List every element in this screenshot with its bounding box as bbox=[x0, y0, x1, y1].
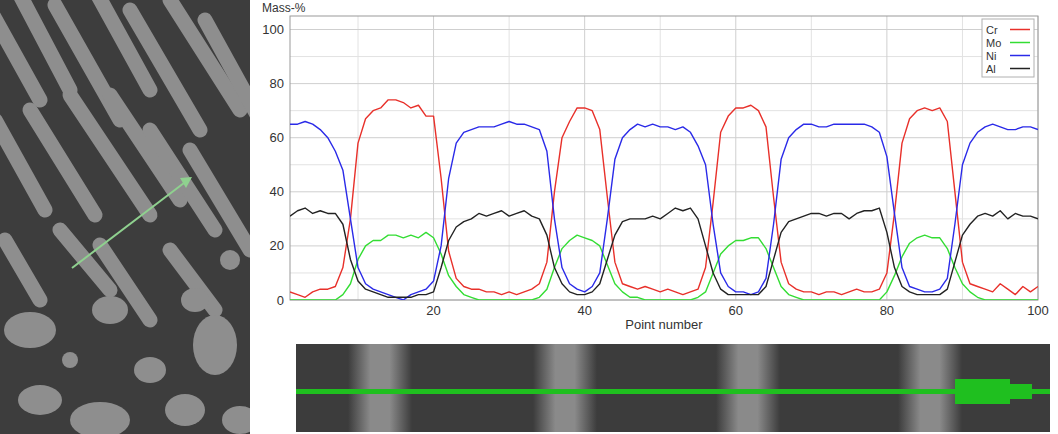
sem-particle bbox=[70, 402, 130, 434]
y-axis-title: Mass-% bbox=[262, 1, 306, 15]
plot-frame bbox=[290, 16, 1038, 300]
series-line bbox=[290, 100, 1038, 297]
series-line bbox=[290, 232, 1038, 300]
grid-line bbox=[290, 83, 1038, 84]
x-axis-title: Point number bbox=[625, 317, 703, 332]
sem-image bbox=[0, 0, 250, 434]
grid-line bbox=[290, 245, 1038, 246]
sem-particle bbox=[134, 357, 166, 383]
strip-background bbox=[296, 344, 1050, 432]
scan-arrow-head bbox=[180, 177, 192, 188]
y-tick-label: 0 bbox=[277, 293, 284, 308]
sem-lamella bbox=[205, 20, 250, 120]
legend: CrMoNiAl bbox=[982, 19, 1034, 77]
minor-grid-line bbox=[290, 272, 1038, 273]
x-tick-label: 60 bbox=[729, 303, 743, 318]
sem-particle bbox=[92, 296, 128, 324]
legend-label: Ni bbox=[986, 50, 996, 62]
legend-box bbox=[982, 19, 1034, 77]
x-tick-label: 80 bbox=[880, 303, 894, 318]
sem-particle bbox=[62, 352, 78, 368]
series-line bbox=[290, 208, 1038, 297]
grid bbox=[290, 16, 1038, 300]
sem-background bbox=[0, 0, 250, 434]
sem-particle bbox=[193, 315, 237, 375]
figure: 0 20 40 60 80 100 20 40 60 80 100 Mass-% Point numbe… bbox=[0, 0, 1058, 434]
legend-label: Al bbox=[986, 63, 996, 75]
series-group bbox=[290, 100, 1038, 300]
scan-arrow bbox=[72, 183, 184, 268]
sem-lamella bbox=[70, 95, 150, 215]
legend-label: Mo bbox=[986, 37, 1001, 49]
sem-particle bbox=[222, 406, 250, 434]
grid-line bbox=[584, 16, 585, 300]
scan-cursor bbox=[955, 379, 1010, 404]
x-tick-label: 100 bbox=[1027, 303, 1049, 318]
strip-band bbox=[348, 344, 412, 432]
strip-band bbox=[716, 344, 780, 432]
legend-label: Cr bbox=[986, 24, 998, 36]
minor-grid-line bbox=[290, 110, 1038, 111]
legend-swatch bbox=[1010, 68, 1030, 70]
sem-particle bbox=[165, 394, 205, 426]
minor-grid-line bbox=[290, 218, 1038, 219]
x-tick-label: 20 bbox=[426, 303, 440, 318]
scan-strip-image bbox=[296, 344, 1050, 432]
minor-grid-line bbox=[509, 16, 510, 300]
grid-line bbox=[290, 137, 1038, 138]
minor-grid-line bbox=[290, 56, 1038, 57]
chart: 0 20 40 60 80 100 20 40 60 80 100 Mass-% Point numbe… bbox=[262, 1, 1049, 332]
y-tick-label: 80 bbox=[270, 76, 284, 91]
series-line bbox=[290, 121, 1038, 300]
strip-band bbox=[533, 344, 597, 432]
sem-particle bbox=[220, 250, 240, 270]
grid-line bbox=[735, 16, 736, 300]
minor-grid-line bbox=[290, 164, 1038, 165]
grid-line bbox=[290, 29, 1038, 30]
minor-grid-line bbox=[660, 16, 661, 300]
sem-particle bbox=[4, 312, 56, 348]
grid-line bbox=[290, 191, 1038, 192]
strip-band bbox=[898, 344, 962, 432]
sem-particle bbox=[18, 385, 62, 415]
scan-cursor bbox=[1010, 384, 1032, 399]
sem-particle bbox=[181, 288, 209, 312]
legend-swatch bbox=[1010, 29, 1030, 31]
y-tick-label: 40 bbox=[270, 184, 284, 199]
legend-swatch bbox=[1010, 42, 1030, 44]
scan-line bbox=[296, 389, 1050, 394]
minor-grid-line bbox=[811, 16, 812, 300]
legend-swatch bbox=[1010, 55, 1030, 57]
y-tick-label: 20 bbox=[270, 238, 284, 253]
sem-lamella bbox=[5, 240, 40, 300]
grid-line bbox=[433, 16, 434, 300]
sem-lamella bbox=[190, 150, 250, 250]
page: 0 20 40 60 80 100 20 40 60 80 100 Mass-% Point numbe… bbox=[0, 0, 1058, 434]
y-tick-label: 60 bbox=[270, 130, 284, 145]
plot-background bbox=[290, 16, 1038, 300]
x-tick-label: 40 bbox=[577, 303, 591, 318]
y-tick-label: 100 bbox=[262, 22, 284, 37]
